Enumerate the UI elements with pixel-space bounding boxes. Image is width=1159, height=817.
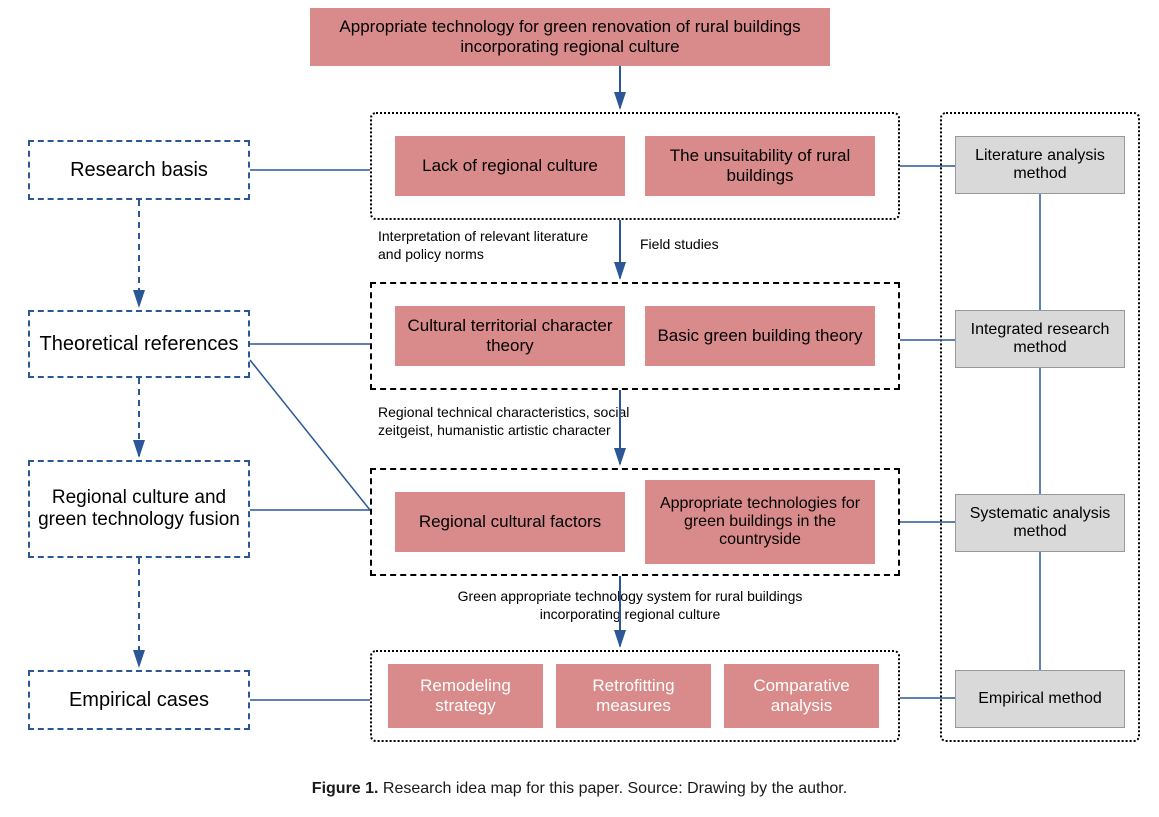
integrated-method-label: Integrated research method — [964, 321, 1116, 357]
systematic-method-label: Systematic analysis method — [964, 505, 1116, 541]
appropriate-tech-label: Appropriate technologies for green build… — [653, 495, 867, 549]
retrofitting-measures-box: Retrofitting measures — [556, 664, 711, 728]
empirical-cases-box: Empirical cases — [28, 670, 250, 730]
remodeling-strategy-label: Remodeling strategy — [396, 676, 535, 716]
unsuitability-rural-label: The unsuitability of rural buildings — [653, 146, 867, 186]
integrated-method-box: Integrated research method — [955, 310, 1125, 368]
comparative-analysis-box: Comparative analysis — [724, 664, 879, 728]
unsuitability-rural-box: The unsuitability of rural buildings — [645, 136, 875, 196]
empirical-method-label: Empirical method — [978, 690, 1102, 708]
annotation-field-studies: Field studies — [640, 236, 719, 252]
remodeling-strategy-box: Remodeling strategy — [388, 664, 543, 728]
theoretical-references-box: Theoretical references — [28, 310, 250, 378]
annotation-green-tech-system-text: Green appropriate technology system for … — [458, 588, 803, 622]
basic-green-theory-box: Basic green building theory — [645, 306, 875, 366]
annotation-interpretation-text: Interpretation of relevant literature an… — [378, 228, 588, 262]
regional-culture-fusion-box: Regional culture and green technology fu… — [28, 460, 250, 558]
research-basis-label: Research basis — [70, 159, 208, 182]
cultural-territorial-label: Cultural territorial character theory — [403, 316, 617, 356]
research-basis-box: Research basis — [28, 140, 250, 200]
cultural-territorial-box: Cultural territorial character theory — [395, 306, 625, 366]
regional-factors-box: Regional cultural factors — [395, 492, 625, 552]
literature-method-label: Literature analysis method — [964, 147, 1116, 183]
lack-regional-culture-box: Lack of regional culture — [395, 136, 625, 196]
lack-regional-culture-label: Lack of regional culture — [422, 156, 598, 176]
empirical-cases-label: Empirical cases — [69, 689, 209, 712]
figure-caption-bold: Figure 1. — [312, 780, 379, 797]
annotation-regional-technical-text: Regional technical characteristics, soci… — [378, 404, 629, 438]
comparative-analysis-label: Comparative analysis — [732, 676, 871, 716]
annotation-field-studies-text: Field studies — [640, 236, 719, 252]
regional-factors-label: Regional cultural factors — [419, 512, 601, 532]
annotation-interpretation: Interpretation of relevant literature an… — [378, 228, 608, 263]
basic-green-theory-label: Basic green building theory — [657, 326, 862, 346]
regional-culture-fusion-label: Regional culture and green technology fu… — [38, 487, 240, 531]
diag-theoretical-group3 — [250, 360, 370, 510]
retrofitting-measures-label: Retrofitting measures — [564, 676, 703, 716]
literature-method-box: Literature analysis method — [955, 136, 1125, 194]
title-box: Appropriate technology for green renovat… — [310, 8, 830, 66]
theoretical-references-label: Theoretical references — [40, 333, 239, 356]
empirical-method-box: Empirical method — [955, 670, 1125, 728]
annotation-regional-technical: Regional technical characteristics, soci… — [378, 404, 678, 439]
figure-caption: Figure 1. Research idea map for this pap… — [0, 780, 1159, 798]
right-group — [940, 112, 1140, 742]
title-label: Appropriate technology for green renovat… — [318, 17, 822, 57]
annotation-green-tech-system: Green appropriate technology system for … — [430, 588, 830, 623]
appropriate-tech-box: Appropriate technologies for green build… — [645, 480, 875, 564]
systematic-method-box: Systematic analysis method — [955, 494, 1125, 552]
figure-caption-text: Research idea map for this paper. Source… — [378, 780, 847, 797]
